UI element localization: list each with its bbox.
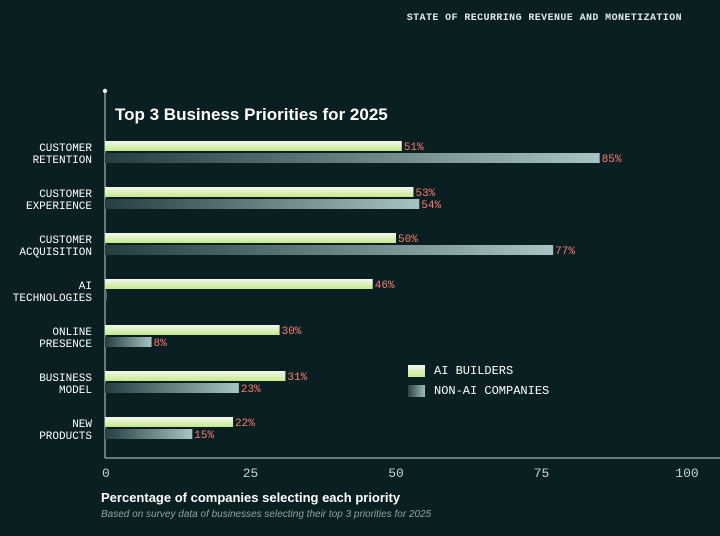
bar-value-label: 50% [398, 234, 418, 246]
bar-non-ai-companies [105, 291, 107, 301]
legend-label-ai-builders: AI BUILDERS [434, 364, 514, 378]
category-label: NEW PRODUCTS [39, 419, 92, 443]
bar-value-label: 51% [404, 142, 424, 154]
bar-value-label: 30% [282, 326, 302, 338]
bar-ai-builders [105, 417, 234, 427]
bar-ai-builders [105, 325, 280, 335]
bar-value-label: 53% [415, 188, 435, 200]
bar-value-label: 23% [241, 384, 261, 396]
bar-value-label: 46% [375, 280, 395, 292]
bar-value-label: 85% [602, 154, 622, 166]
x-tick-label: 50 [388, 466, 404, 481]
bar-non-ai-companies [105, 429, 193, 439]
category-label-line: ACQUISITION [19, 247, 92, 259]
category-label: ONLINE PRESENCE [39, 327, 92, 351]
category-label-line: TECHNOLOGIES [13, 293, 93, 305]
category-label-line: RETENTION [33, 155, 92, 167]
bar-value-label: 15% [194, 430, 214, 442]
category-label: BUSINESS MODEL [39, 373, 92, 397]
legend-item-ai-builders: AI BUILDERS [408, 364, 549, 378]
category-label-line: ONLINE [52, 327, 92, 339]
x-tick-label: 25 [243, 466, 259, 481]
bar-value-label: 22% [235, 418, 255, 430]
category-label: CUSTOMER RETENTION [33, 143, 93, 167]
x-tick-label: 75 [534, 466, 550, 481]
category-label-line: PRESENCE [39, 339, 92, 351]
category-label-line: PRODUCTS [39, 431, 92, 443]
bar-ai-builders [105, 187, 414, 197]
bar-non-ai-companies [105, 337, 152, 347]
bar-value-label: 31% [287, 372, 307, 384]
bar-ai-builders [105, 141, 402, 151]
bar-non-ai-companies [105, 383, 239, 393]
bar-ai-builders [105, 279, 373, 289]
category-label-line: EXPERIENCE [26, 201, 92, 213]
category-label-line: MODEL [59, 385, 92, 397]
x-tick-label: 0 [102, 466, 110, 481]
legend-label-non-ai-companies: NON-AI COMPANIES [434, 384, 550, 398]
category-label: AI TECHNOLOGIES [13, 281, 93, 305]
category-label-line: AI [79, 281, 92, 293]
y-axis-cap [102, 88, 108, 94]
legend-swatch-ai-builders [408, 365, 425, 377]
x-axis-title: Percentage of companies selecting each p… [101, 490, 401, 505]
bar-value-label: 54% [421, 200, 441, 212]
chart-title: Top 3 Business Priorities for 2025 [115, 105, 388, 124]
bar-ai-builders [105, 233, 396, 243]
category-label-line: BUSINESS [39, 373, 92, 385]
legend: AI BUILDERS NON-AI COMPANIES [408, 364, 549, 404]
bar-non-ai-companies [105, 199, 420, 209]
bar-non-ai-companies [105, 153, 600, 163]
bar-non-ai-companies [105, 245, 554, 255]
category-label-line: CUSTOMER [39, 235, 92, 247]
category-label: CUSTOMER ACQUISITION [19, 235, 92, 259]
x-tick-label: 100 [675, 466, 698, 481]
report-header: STATE OF RECURRING REVENUE AND MONETIZAT… [406, 13, 682, 24]
category-label: CUSTOMER EXPERIENCE [26, 189, 92, 213]
category-label-line: CUSTOMER [39, 189, 92, 201]
bar-value-label: 77% [555, 246, 575, 258]
bar-value-label: 8% [154, 338, 168, 350]
category-label-line: CUSTOMER [39, 143, 92, 155]
bar-ai-builders [105, 371, 286, 381]
legend-swatch-non-ai-companies [408, 385, 425, 397]
chart-subtitle: Based on survey data of businesses selec… [101, 509, 432, 520]
legend-item-non-ai-companies: NON-AI COMPANIES [408, 384, 549, 398]
category-label-line: NEW [72, 419, 92, 431]
